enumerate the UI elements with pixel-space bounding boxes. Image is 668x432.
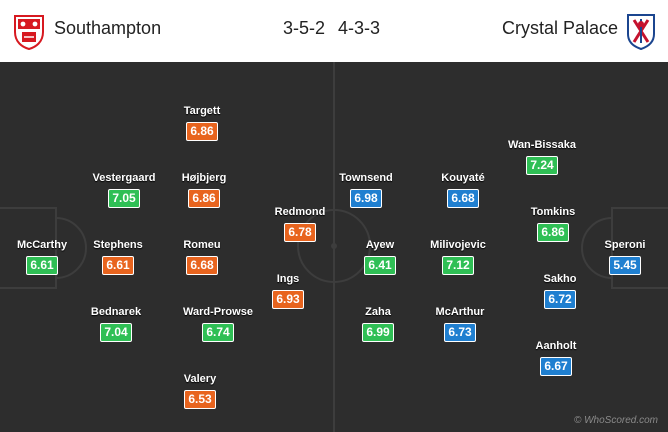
home-formation: 3-5-2 xyxy=(283,18,326,38)
away-formation: 4-3-3 xyxy=(338,18,381,38)
home-player-10[interactable]: Redmond 6.78 xyxy=(260,205,340,242)
player-rating: 6.93 xyxy=(272,290,304,309)
away-player-8[interactable]: Tomkins 6.86 xyxy=(513,205,593,242)
player-name: Sakho xyxy=(543,273,577,285)
player-rating: 6.53 xyxy=(184,390,216,409)
player-name: Vestergaard xyxy=(92,172,156,184)
home-team-name: Southampton xyxy=(54,18,162,38)
player-name: Valery xyxy=(183,373,217,385)
home-player-5[interactable]: Targett 6.86 xyxy=(162,104,242,141)
watermark: © WhoScored.com xyxy=(573,415,658,426)
away-player-7[interactable]: Wan-Bissaka 7.24 xyxy=(502,138,582,175)
away-player-9[interactable]: Sakho 6.72 xyxy=(520,272,600,309)
player-rating: 6.86 xyxy=(186,122,218,141)
away-player-2[interactable]: Ayew 6.41 xyxy=(340,238,420,275)
away-player-11[interactable]: Speroni 5.45 xyxy=(585,238,665,275)
crystal-palace-crest-icon xyxy=(627,14,655,50)
player-name: Bednarek xyxy=(90,306,142,318)
match-header: Southampton 3-5-2 4-3-3 Crystal Palace xyxy=(0,0,668,62)
away-player-6[interactable]: McArthur 6.73 xyxy=(420,305,500,342)
player-rating: 6.74 xyxy=(202,323,234,342)
player-rating: 5.45 xyxy=(609,256,641,275)
player-name: Højbjerg xyxy=(181,172,227,184)
away-player-4[interactable]: Kouyaté 6.68 xyxy=(423,171,503,208)
player-name: Ings xyxy=(276,273,300,285)
player-rating: 7.04 xyxy=(100,323,132,342)
player-name: Kouyaté xyxy=(441,172,485,184)
southampton-crest-icon xyxy=(14,15,44,50)
player-rating: 6.61 xyxy=(102,256,134,275)
pitch: McCarthy 6.61 Vestergaard 7.05 Stephens 6.61 B… xyxy=(0,62,668,432)
player-rating: 6.61 xyxy=(26,256,58,275)
player-name: Romeu xyxy=(183,239,221,251)
home-player-9[interactable]: Valery 6.53 xyxy=(160,372,240,409)
player-name: Townsend xyxy=(339,172,393,184)
player-name: Ward-Prowse xyxy=(183,306,253,318)
home-player-6[interactable]: Højbjerg 6.86 xyxy=(164,171,244,208)
away-team-name: Crystal Palace xyxy=(501,18,618,38)
player-name: Speroni xyxy=(604,239,646,251)
player-name: McArthur xyxy=(435,306,485,318)
player-name: McCarthy xyxy=(16,239,68,251)
player-rating: 6.99 xyxy=(362,323,394,342)
player-name: Aanholt xyxy=(535,340,577,352)
away-player-5[interactable]: Milivojevic 7.12 xyxy=(418,238,498,275)
player-rating: 6.73 xyxy=(444,323,476,342)
player-name: Redmond xyxy=(274,206,326,218)
player-name: Ayew xyxy=(365,239,395,251)
player-rating: 7.05 xyxy=(108,189,140,208)
home-player-11[interactable]: Ings 6.93 xyxy=(248,272,328,309)
player-name: Milivojevic xyxy=(430,239,486,251)
home-player-4[interactable]: Bednarek 7.04 xyxy=(76,305,156,342)
player-name: Targett xyxy=(183,105,221,117)
away-player-10[interactable]: Aanholt 6.67 xyxy=(516,339,596,376)
player-rating: 7.12 xyxy=(442,256,474,275)
player-name: Wan-Bissaka xyxy=(507,139,577,151)
home-player-2[interactable]: Vestergaard 7.05 xyxy=(84,171,164,208)
player-name: Stephens xyxy=(93,239,143,251)
player-rating: 6.41 xyxy=(364,256,396,275)
home-player-3[interactable]: Stephens 6.61 xyxy=(78,238,158,275)
player-rating: 7.24 xyxy=(526,156,558,175)
player-rating: 6.98 xyxy=(350,189,382,208)
home-player-1[interactable]: McCarthy 6.61 xyxy=(2,238,82,275)
player-rating: 6.68 xyxy=(186,256,218,275)
home-player-7[interactable]: Romeu 6.68 xyxy=(162,238,242,275)
player-name: Tomkins xyxy=(530,206,576,218)
player-rating: 6.86 xyxy=(188,189,220,208)
pitch-markings xyxy=(0,62,668,432)
away-player-3[interactable]: Zaha 6.99 xyxy=(338,305,418,342)
player-name: Zaha xyxy=(365,306,391,318)
away-player-1[interactable]: Townsend 6.98 xyxy=(326,171,406,208)
player-rating: 6.67 xyxy=(540,357,572,376)
player-rating: 6.78 xyxy=(284,223,316,242)
player-rating: 6.68 xyxy=(447,189,479,208)
player-rating: 6.86 xyxy=(537,223,569,242)
player-rating: 6.72 xyxy=(544,290,576,309)
home-player-8[interactable]: Ward-Prowse 6.74 xyxy=(178,305,258,342)
